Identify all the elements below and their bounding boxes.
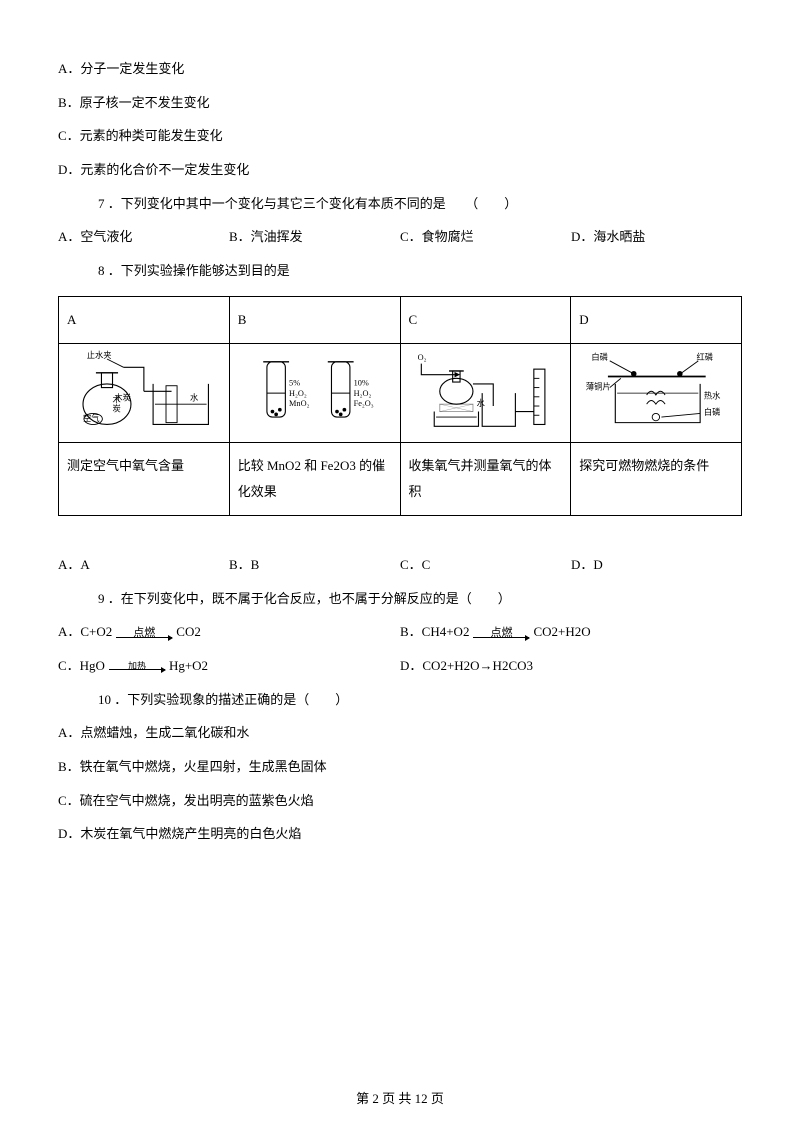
table-header-a: A — [59, 296, 230, 343]
experiment-image-b: 5% H₂O₂ MnO₂ 10% H₂O₂ Fe₂O₃ — [229, 343, 400, 442]
q9-opt-a: A．C+O2 点燃 CO2 — [58, 620, 400, 645]
reaction-arrow-icon: 点燃 — [473, 628, 529, 638]
q8-ans-c: C．C — [400, 553, 571, 578]
svg-text:热水: 热水 — [704, 390, 721, 400]
experiment-table: A B C D 止水夹 木炭 空气 — [58, 296, 742, 516]
svg-text:炭: 炭 — [113, 404, 121, 413]
q10-opt-a: A．点燃蜡烛，生成二氧化碳和水 — [58, 721, 742, 746]
reaction-arrow-icon: 加热 — [109, 662, 165, 670]
q8-ans-a: A．A — [58, 553, 229, 578]
q7-opt-d: D．海水晒盐 — [571, 225, 742, 250]
svg-text:水: 水 — [190, 392, 199, 402]
q9b-right: CO2+H2O — [533, 620, 590, 645]
q9-opt-c: C．HgO 加热 Hg+O2 — [58, 654, 400, 679]
experiment-image-a: 止水夹 木炭 空气 水 木 炭 — [59, 343, 230, 442]
q8-ans-d: D．D — [571, 553, 742, 578]
svg-text:水: 水 — [476, 398, 485, 408]
option-a: A．分子一定发生变化 — [58, 57, 742, 82]
table-desc-c: 收集氧气并测量氧气的体积 — [400, 442, 571, 515]
question-8-answers: A．A B．B C．C D．D — [58, 553, 742, 578]
q10-opt-c: C．硫在空气中燃烧，发出明亮的蓝紫色火焰 — [58, 789, 742, 814]
q9-opt-b: B．CH4+O2 点燃 CO2+H2O — [400, 620, 742, 645]
table-header-d: D — [571, 296, 742, 343]
table-desc-a: 测定空气中氧气含量 — [59, 442, 230, 515]
exam-page: A．分子一定发生变化 B．原子核一定不发生变化 C．元素的种类可能发生变化 D．… — [0, 0, 800, 1132]
svg-text:止水夹: 止水夹 — [87, 350, 112, 360]
svg-text:薄铜片: 薄铜片 — [586, 381, 611, 391]
reaction-arrow-icon: 点燃 — [116, 628, 172, 638]
table-header-b: B — [229, 296, 400, 343]
q10-opt-b: B．铁在氧气中燃烧，火星四射，生成黑色固体 — [58, 755, 742, 780]
svg-text:5%: 5% — [289, 379, 300, 388]
q8-ans-b: B．B — [229, 553, 400, 578]
q9a-left: A．C+O2 — [58, 620, 112, 645]
q9-opt-d: D．CO2+H2O→H2CO3 — [400, 654, 742, 679]
option-c: C．元素的种类可能发生变化 — [58, 124, 742, 149]
q7-opt-a: A．空气液化 — [58, 225, 229, 250]
option-d: D．元素的化合价不一定发生变化 — [58, 158, 742, 183]
table-desc-b: 比较 MnO2 和 Fe2O3 的催化效果 — [229, 442, 400, 515]
svg-text:白磷: 白磷 — [592, 352, 609, 362]
q7-opt-b: B．汽油挥发 — [229, 225, 400, 250]
question-9: 9 ．在下列变化中，既不属于化合反应，也不属于分解反应的是（ ） — [58, 587, 742, 612]
table-desc-d: 探究可燃物燃烧的条件 — [571, 442, 742, 515]
q10-opt-d: D．木炭在氧气中燃烧产生明亮的白色火焰 — [58, 822, 742, 847]
svg-text:H₂O₂: H₂O₂ — [353, 389, 371, 398]
question-7-options: A．空气液化 B．汽油挥发 C．食物腐烂 D．海水晒盐 — [58, 225, 742, 250]
option-b: B．原子核一定不发生变化 — [58, 91, 742, 116]
svg-text:Fe₂O₃: Fe₂O₃ — [353, 399, 373, 408]
svg-text:红磷: 红磷 — [697, 352, 714, 362]
question-8: 8 ．下列实验操作能够达到目的是 — [58, 259, 742, 284]
experiment-image-c: O₂ 水 — [400, 343, 571, 442]
svg-text:白磷: 白磷 — [704, 407, 721, 417]
page-footer: 第 2 页 共 12 页 — [0, 1087, 800, 1112]
question-10: 10 ．下列实验现象的描述正确的是（ ） — [58, 688, 742, 713]
q9a-right: CO2 — [176, 620, 201, 645]
experiment-image-d: 白磷 红磷 薄铜片 热水 白磷 — [571, 343, 742, 442]
svg-text:O₂: O₂ — [417, 353, 426, 362]
svg-text:MnO₂: MnO₂ — [289, 399, 310, 408]
q9-options-row1: A．C+O2 点燃 CO2 B．CH4+O2 点燃 CO2+H2O — [58, 620, 742, 645]
question-7: 7 ．下列变化中其中一个变化与其它三个变化有本质不同的是 （ ） — [58, 192, 742, 217]
q9c-left: C．HgO — [58, 654, 105, 679]
q9-options-row2: C．HgO 加热 Hg+O2 D．CO2+H2O→H2CO3 — [58, 654, 742, 679]
svg-text:木: 木 — [113, 394, 122, 404]
q9b-left: B．CH4+O2 — [400, 620, 469, 645]
svg-text:10%: 10% — [353, 379, 368, 388]
table-header-c: C — [400, 296, 571, 343]
svg-text:H₂O₂: H₂O₂ — [289, 389, 307, 398]
q9c-right: Hg+O2 — [169, 654, 208, 679]
q9d-text: D．CO2+H2O→H2CO3 — [400, 654, 533, 679]
q7-opt-c: C．食物腐烂 — [400, 225, 571, 250]
